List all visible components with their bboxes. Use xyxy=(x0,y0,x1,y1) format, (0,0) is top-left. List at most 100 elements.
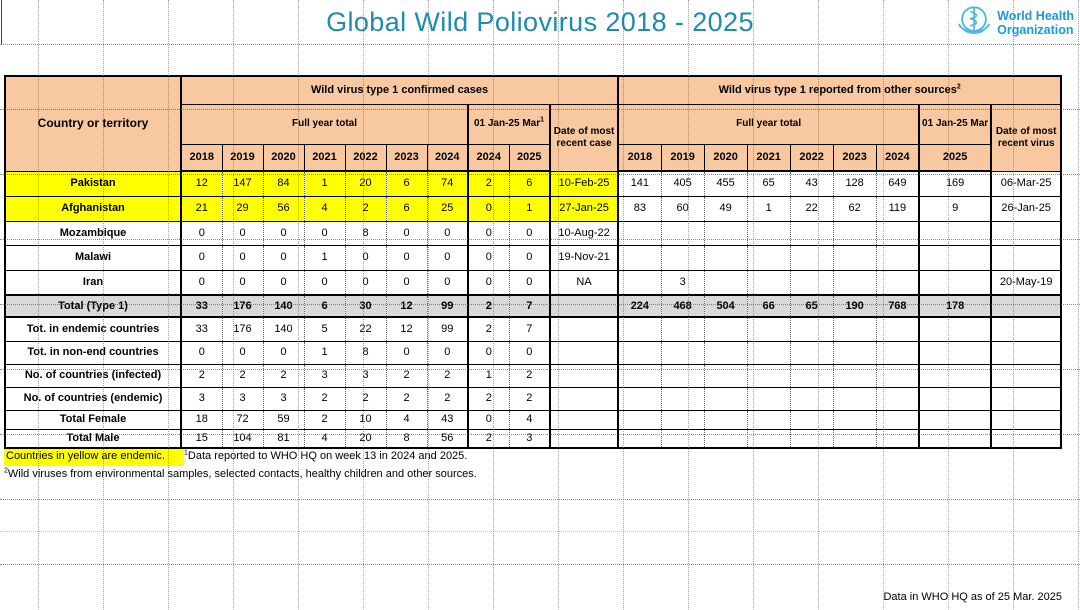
other-source-cell xyxy=(789,316,834,342)
row-label: Pakistan xyxy=(5,170,181,197)
row-label: Malawi xyxy=(5,244,181,271)
other-source-cell: 49 xyxy=(703,195,748,222)
case-count-cell: 0 xyxy=(385,340,427,365)
recent-case-date-cell xyxy=(548,409,619,430)
case-count-cell: 0 xyxy=(262,340,304,365)
other-source-cell xyxy=(875,363,920,388)
table-row: No. of countries (infected) 2 2 2 3 3 2 2 1 2 xyxy=(5,363,1062,388)
other-source-cell xyxy=(832,340,877,365)
case-count-cell: 0 xyxy=(508,220,550,246)
page-title: Global Wild Poliovirus 2018 - 2025 xyxy=(326,7,754,37)
case-count-cell: 84 xyxy=(262,170,304,197)
case-count-cell: 0 xyxy=(508,269,550,296)
full-year-total-header-left: Full year total xyxy=(180,103,469,145)
table-row: Total Male 15 104 81 4 20 8 56 2 3 xyxy=(5,428,1062,449)
case-count-cell: 33 xyxy=(180,294,222,318)
recent-virus-date-cell xyxy=(990,363,1062,388)
case-count-cell: 6 xyxy=(508,170,550,197)
other-source-cell xyxy=(660,340,705,365)
case-count-cell: 0 xyxy=(180,220,222,246)
case-count-cell: 0 xyxy=(385,244,427,271)
other-source-cell: 62 xyxy=(832,195,877,222)
who-emblem-icon xyxy=(956,3,992,44)
gridline xyxy=(0,531,1080,532)
year-header: 2025 xyxy=(508,143,551,172)
other-source-cell: 22 xyxy=(789,195,834,222)
recent-case-date-cell xyxy=(548,386,619,411)
case-count-cell: 8 xyxy=(385,428,427,449)
footnote-1: 1Data reported to WHO HQ on week 13 in 2… xyxy=(184,449,467,462)
other-source-cell: 224 xyxy=(617,294,662,318)
year-header: 2020 xyxy=(262,143,305,172)
gridline xyxy=(0,44,1080,45)
recent-case-date-cell: 10-Aug-22 xyxy=(548,220,619,246)
case-count-cell: 0 xyxy=(303,269,345,296)
other-source-cell xyxy=(703,340,748,365)
case-count-cell: 2 xyxy=(303,386,345,411)
case-count-cell: 2 xyxy=(221,363,263,388)
case-count-cell: 104 xyxy=(221,428,263,449)
case-count-cell: 0 xyxy=(467,244,509,271)
jan-mar-period-header-left-label: 01 Jan-25 Mar xyxy=(473,118,541,130)
recent-virus-date-cell xyxy=(990,386,1062,411)
case-count-cell: 140 xyxy=(262,316,304,342)
case-count-cell: 0 xyxy=(467,409,509,430)
table-row: Mozambique 0 0 0 0 8 0 0 0 0 10-Aug-22 xyxy=(5,220,1062,246)
other-source-cell xyxy=(746,428,791,449)
who-logo-line1: World Health xyxy=(997,9,1074,24)
recent-case-date-cell xyxy=(548,363,619,388)
footnote-2-text: Wild viruses from environmental samples,… xyxy=(7,468,477,480)
case-count-cell: 0 xyxy=(426,269,468,296)
other-source-cell: 65 xyxy=(746,170,791,197)
case-count-cell: 2 xyxy=(467,386,509,411)
recent-case-date-cell: 10-Feb-25 xyxy=(548,170,619,197)
year-header: 2018 xyxy=(180,143,223,172)
table-row: Pakistan 12 147 84 1 20 6 74 2 6 10-Feb-25 141 405 45… xyxy=(5,170,1062,197)
other-source-cell: 141 xyxy=(617,170,662,197)
other-source-cell xyxy=(703,363,748,388)
other-source-cell: 65 xyxy=(789,294,834,318)
case-count-cell: 0 xyxy=(467,195,509,222)
case-count-cell: 99 xyxy=(426,316,468,342)
case-count-cell: 2 xyxy=(508,386,550,411)
other-source-cell xyxy=(703,316,748,342)
table-row: Total (Type 1) 33 176 140 6 30 12 99 2 7 224 468 504… xyxy=(5,294,1062,318)
other-source-cell xyxy=(918,220,992,246)
other-source-cell xyxy=(789,244,834,271)
case-count-cell: 4 xyxy=(385,409,427,430)
recent-virus-date-cell xyxy=(990,428,1062,449)
year-header: 2021 xyxy=(303,143,346,172)
other-source-cell xyxy=(789,409,834,430)
row-label: Total (Type 1) xyxy=(5,294,181,318)
case-count-cell: 8 xyxy=(344,340,386,365)
date-recent-case-header: Date of most recent case xyxy=(548,103,619,172)
case-count-cell: 3 xyxy=(344,363,386,388)
case-count-cell: 0 xyxy=(221,340,263,365)
other-source-cell xyxy=(617,409,662,430)
section-header-other-sources-sup: 2 xyxy=(956,83,961,91)
case-count-cell: 2 xyxy=(385,386,427,411)
case-count-cell: 20 xyxy=(344,428,386,449)
other-source-cell: 455 xyxy=(703,170,748,197)
recent-virus-date-cell xyxy=(990,294,1062,318)
other-source-cell xyxy=(918,269,992,296)
other-source-cell: 190 xyxy=(832,294,877,318)
case-count-cell: 12 xyxy=(180,170,222,197)
case-count-cell: 0 xyxy=(344,244,386,271)
footnote-1-sup: 1 xyxy=(184,449,188,457)
other-source-cell xyxy=(875,269,920,296)
row-label: Iran xyxy=(5,269,181,296)
other-source-cell xyxy=(789,340,834,365)
other-source-cell xyxy=(832,244,877,271)
other-source-cell xyxy=(832,428,877,449)
case-count-cell: 0 xyxy=(508,340,550,365)
other-source-cell xyxy=(660,363,705,388)
case-count-cell: 0 xyxy=(508,244,550,271)
case-count-cell: 30 xyxy=(344,294,386,318)
other-source-cell xyxy=(875,220,920,246)
case-count-cell: 2 xyxy=(467,294,509,318)
recent-virus-date-cell xyxy=(990,409,1062,430)
year-header: 2022 xyxy=(789,143,834,172)
case-count-cell: 2 xyxy=(467,316,509,342)
year-header: 2024 xyxy=(875,143,920,172)
